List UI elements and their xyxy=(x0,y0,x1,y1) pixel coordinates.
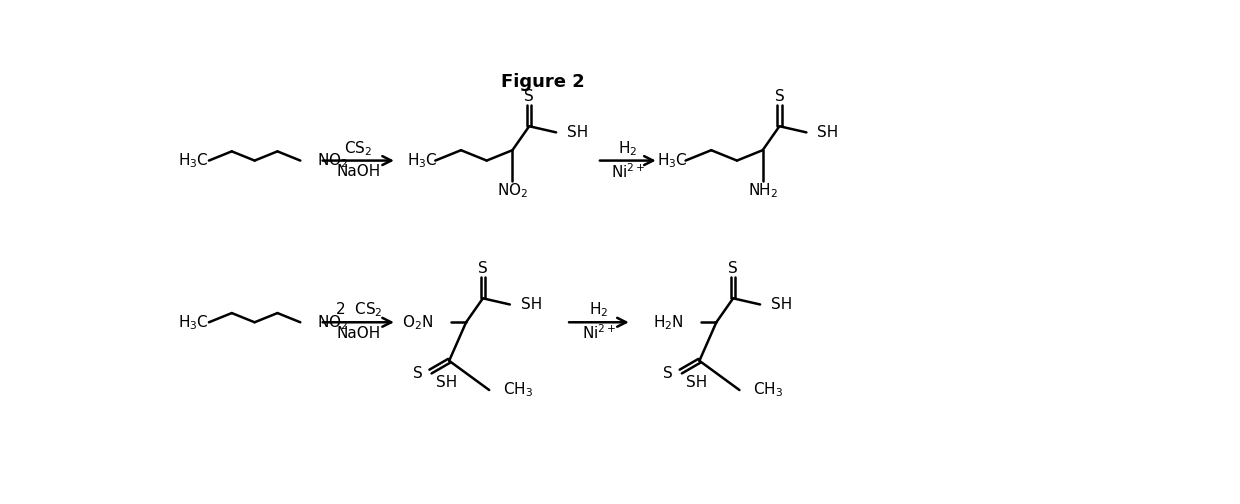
Text: NaOH: NaOH xyxy=(336,164,381,179)
Text: CH$_3$: CH$_3$ xyxy=(503,381,533,399)
Text: H$_3$C: H$_3$C xyxy=(657,151,688,170)
Text: O$_2$N: O$_2$N xyxy=(403,313,434,332)
Text: H$_2$: H$_2$ xyxy=(619,139,637,158)
Text: NaOH: NaOH xyxy=(336,326,381,341)
Text: Ni$^{2+}$: Ni$^{2+}$ xyxy=(582,324,616,342)
Text: S: S xyxy=(775,89,785,104)
Text: S: S xyxy=(728,261,738,276)
Text: H$_3$C: H$_3$C xyxy=(179,151,208,170)
Text: SH: SH xyxy=(521,297,542,312)
Text: S: S xyxy=(413,365,423,381)
Text: CS$_2$: CS$_2$ xyxy=(345,139,372,158)
Text: NO$_2$: NO$_2$ xyxy=(497,181,528,200)
Text: SH: SH xyxy=(771,297,792,312)
Text: SH: SH xyxy=(687,375,708,390)
Text: 2  CS$_2$: 2 CS$_2$ xyxy=(335,300,382,320)
Text: CH$_3$: CH$_3$ xyxy=(754,381,784,399)
Text: H$_3$C: H$_3$C xyxy=(179,313,208,332)
Text: S: S xyxy=(525,89,534,104)
Text: Ni$^{2+}$: Ni$^{2+}$ xyxy=(610,162,645,181)
Text: S: S xyxy=(477,261,487,276)
Text: H$_2$: H$_2$ xyxy=(589,300,609,320)
Text: SH: SH xyxy=(567,125,588,140)
Text: H$_3$C: H$_3$C xyxy=(407,151,438,170)
Text: SH: SH xyxy=(436,375,458,390)
Text: NH$_2$: NH$_2$ xyxy=(748,181,777,200)
Text: H$_2$N: H$_2$N xyxy=(653,313,684,332)
Text: NO$_2$: NO$_2$ xyxy=(317,151,348,170)
Text: SH: SH xyxy=(817,125,838,140)
Text: Figure 2: Figure 2 xyxy=(501,73,585,91)
Text: NO$_2$: NO$_2$ xyxy=(317,313,348,332)
Text: S: S xyxy=(663,365,673,381)
